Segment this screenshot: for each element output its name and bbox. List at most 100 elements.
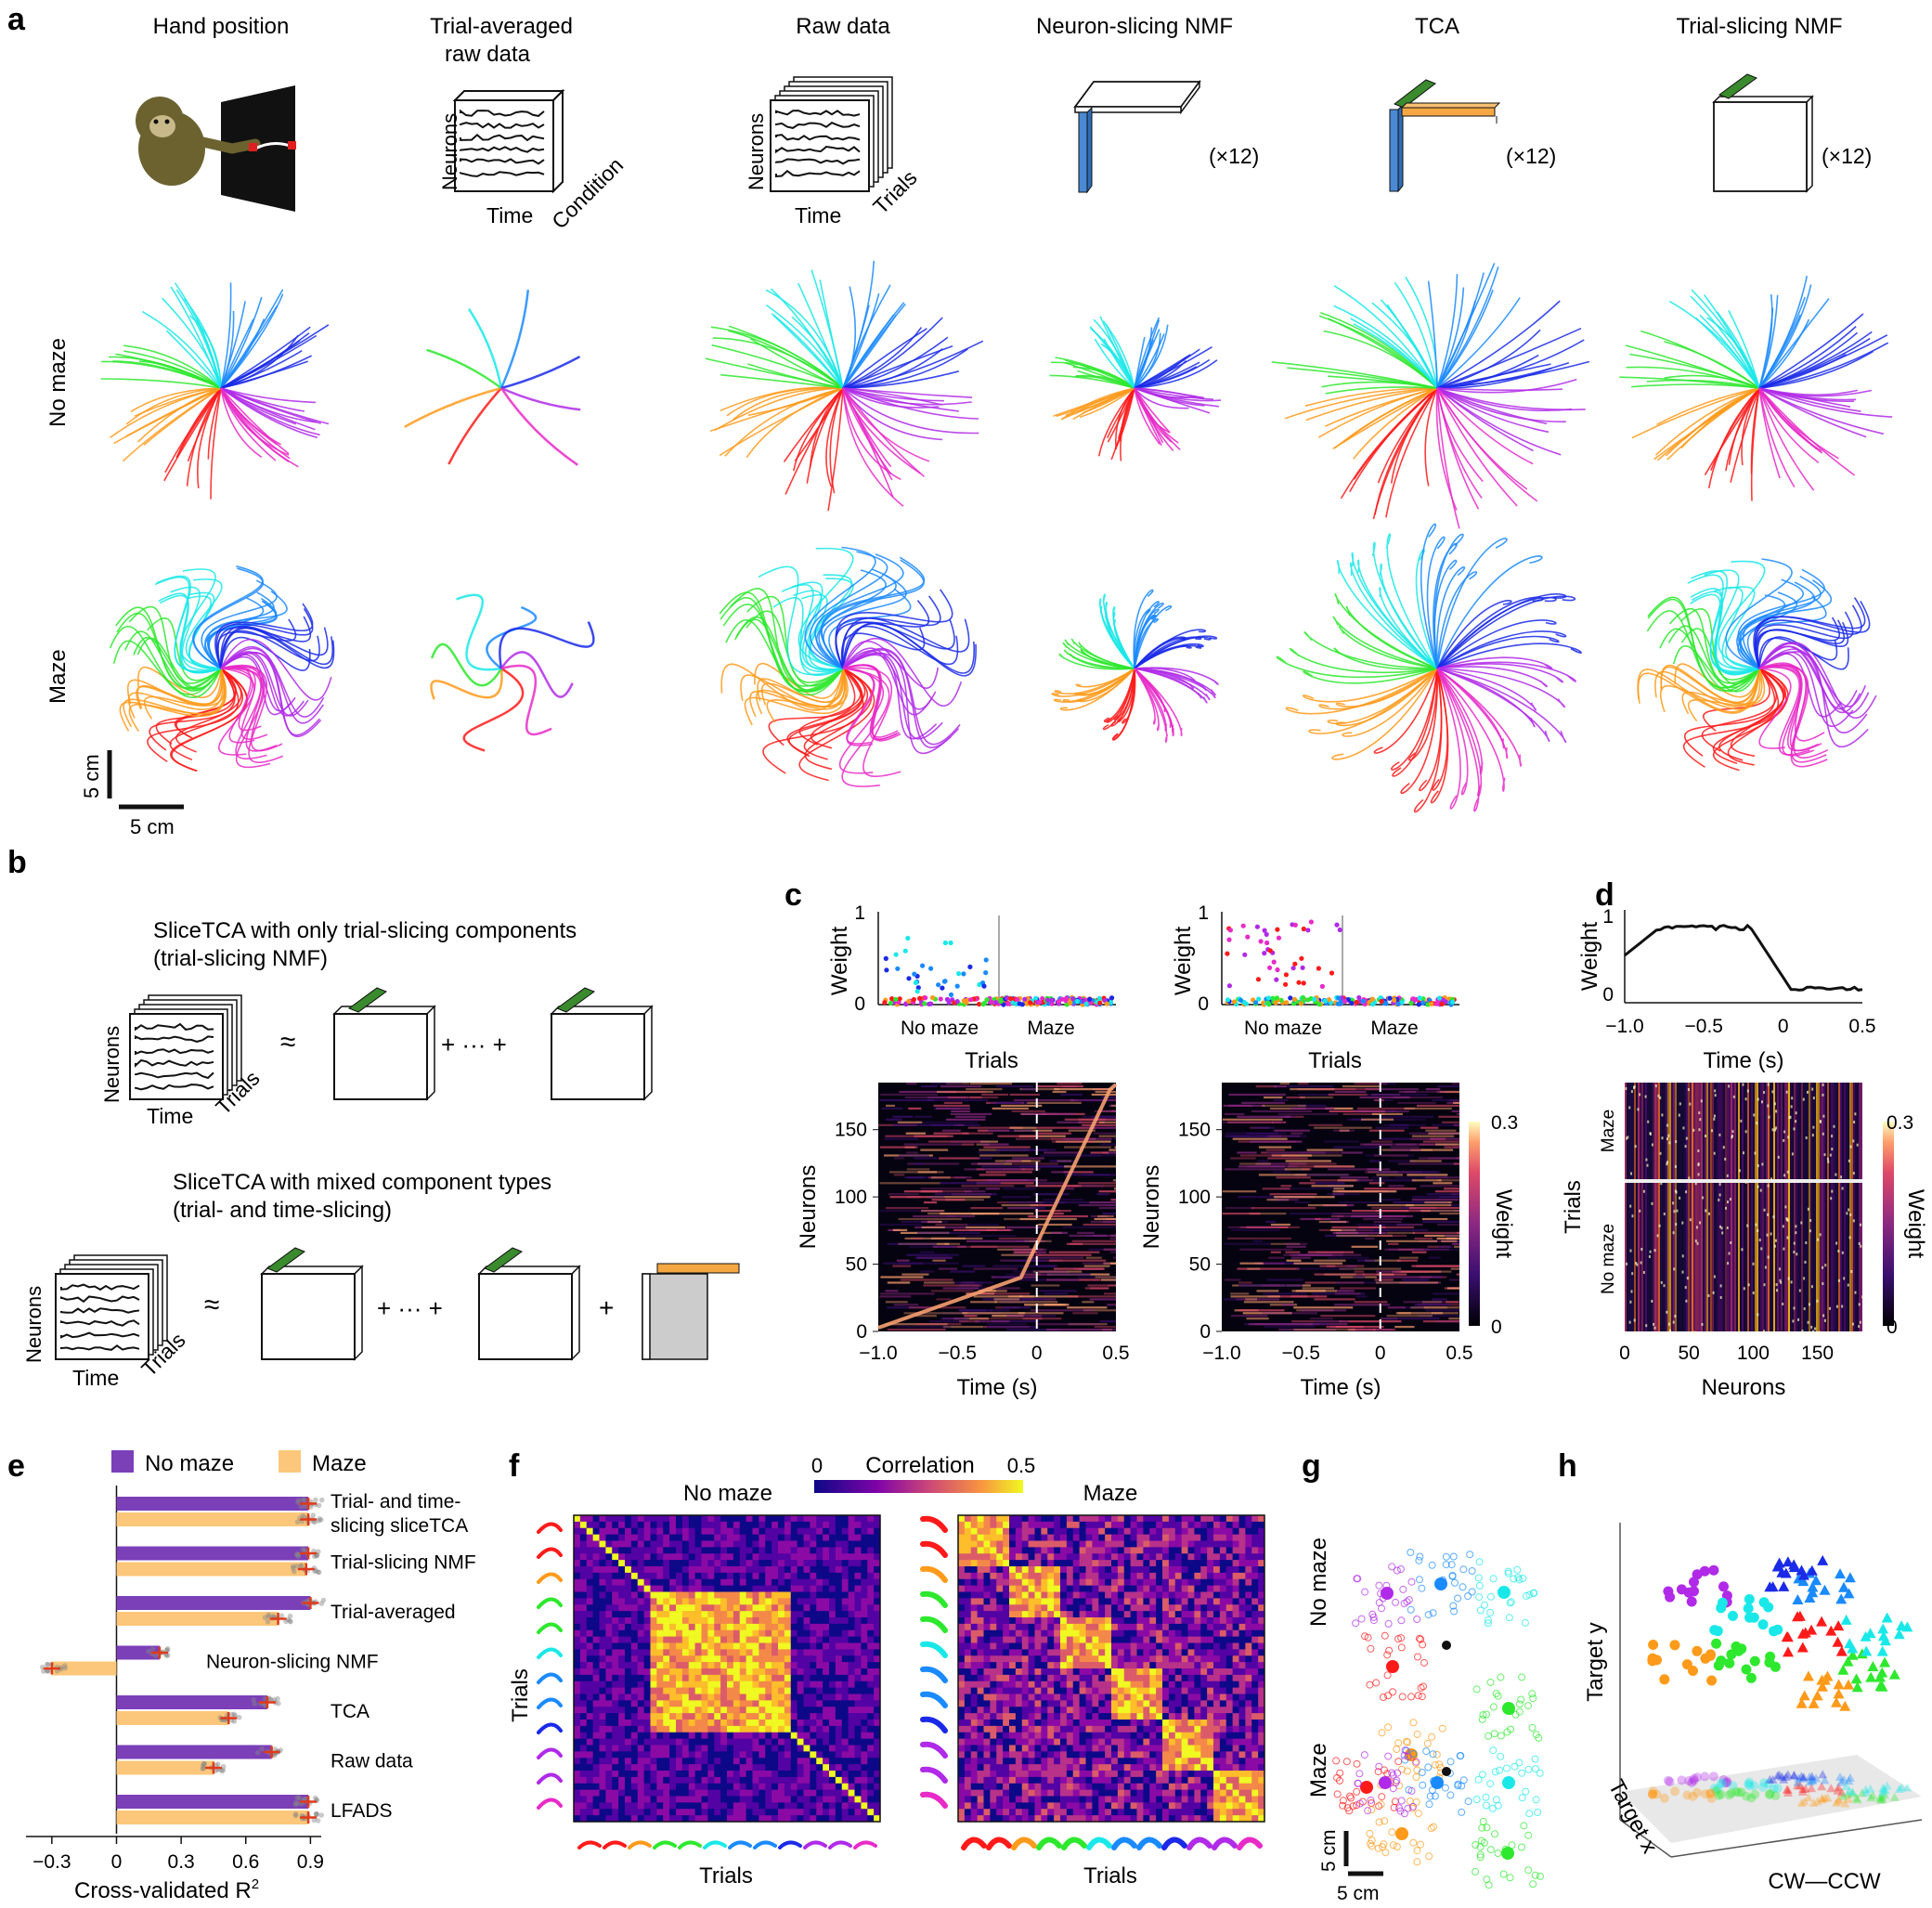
trajectory-3-1 [1051, 589, 1219, 743]
svg-text:0: 0 [1199, 1321, 1211, 1343]
svg-text:−0.5: −0.5 [1282, 1343, 1320, 1364]
trajectory-2-0 [705, 260, 984, 512]
svg-text:0.5: 0.5 [1848, 1016, 1875, 1037]
trajectory-1-0 [404, 289, 581, 466]
e-category-4-0: TCA [331, 1701, 370, 1722]
svg-text:0: 0 [1198, 993, 1209, 1015]
col-title-raw-data: Raw data [796, 14, 890, 39]
svg-text:0.3: 0.3 [1491, 1112, 1518, 1134]
row-label-maze: Maze [45, 649, 71, 704]
svg-text:50: 50 [1679, 1343, 1700, 1364]
b-approx-2: ≈ [204, 1290, 219, 1320]
trajectory-3-0 [1049, 316, 1222, 461]
svg-text:Weight: Weight [827, 927, 852, 996]
svg-text:100: 100 [835, 1187, 867, 1208]
f-colorbar-tick-0: 0 [811, 1454, 823, 1477]
svg-text:Trials: Trials [1308, 1048, 1362, 1073]
monkey-illustration [136, 85, 296, 212]
e-x-tick-2: 0.3 [168, 1851, 195, 1873]
panel-letter-f: f [509, 1448, 520, 1484]
panel-f: 0 Correlation 0.5 No maze Maze Trials Tr… [508, 1453, 1265, 1889]
b-cube1-neurons: Neurons [100, 1026, 123, 1103]
cube-time-label: Time [486, 203, 533, 227]
svg-text:Trials: Trials [1561, 1180, 1586, 1234]
col-title-trial-slicing-nmf: Trial-slicing NMF [1676, 14, 1842, 39]
h-ylabel: Target y [1583, 1622, 1608, 1701]
e-category-2-0: Trial-averaged [331, 1602, 456, 1623]
svg-text:1: 1 [854, 902, 865, 924]
e-bar-0-0 [116, 1497, 309, 1511]
neuron-slicing-icon: (×12) [1073, 79, 1259, 194]
svg-text:0: 0 [1491, 1317, 1502, 1338]
svg-text:0: 0 [1602, 984, 1614, 1006]
raw-cube-time-label: Time [795, 203, 841, 227]
panel-letter-h: h [1558, 1448, 1577, 1484]
svg-text:0.5: 0.5 [1446, 1343, 1472, 1364]
svg-text:0: 0 [1031, 1343, 1043, 1364]
multiplier-trial: (×12) [1822, 144, 1872, 168]
trajectory-0-1 [109, 565, 335, 772]
svg-text:Trials: Trials [965, 1048, 1018, 1073]
svg-text:Time (s): Time (s) [1703, 1048, 1783, 1073]
svg-text:0: 0 [1778, 1016, 1789, 1037]
e-bar-3-0 [116, 1645, 160, 1660]
trajectory-1-1 [430, 593, 595, 752]
svg-text:0: 0 [1375, 1343, 1386, 1364]
panel-letter-c: c [784, 877, 802, 913]
panel-letter-a: a [7, 2, 26, 37]
tca-icon: (×12) [1389, 79, 1556, 193]
col-title-hand-position: Hand position [153, 14, 290, 39]
e-bar-1-1 [116, 1562, 306, 1577]
svg-text:Weight: Weight [1491, 1189, 1516, 1259]
e-bar-5-0 [116, 1745, 272, 1759]
svg-text:150: 150 [1178, 1120, 1211, 1141]
f-title-maze: Maze [1083, 1481, 1138, 1506]
multiplier-neuron: (×12) [1209, 144, 1259, 168]
b-cube1-time: Time [147, 1104, 193, 1128]
svg-text:Weight: Weight [1577, 922, 1602, 992]
e-category-1-0: Trial-slicing NMF [331, 1552, 476, 1574]
panel-letter-d: d [1595, 877, 1614, 913]
e-bar-2-1 [116, 1612, 279, 1626]
e-x-tick-1: 0 [111, 1851, 123, 1873]
svg-text:1: 1 [1602, 906, 1614, 928]
h-zlabel: CW—CCW [1768, 1869, 1881, 1894]
e-category-0-0: Trial- and time- [331, 1491, 460, 1512]
svg-text:150: 150 [1801, 1343, 1834, 1364]
svg-text:Weight: Weight [1903, 1189, 1928, 1259]
panel-a: Hand position Trial-averaged raw data Ra… [45, 14, 1893, 838]
raw-cube-neurons-label: Neurons [745, 113, 768, 190]
b-cube2-time: Time [72, 1366, 119, 1390]
svg-text:Maze: Maze [1027, 1018, 1074, 1039]
svg-text:−1.0: −1.0 [859, 1343, 897, 1364]
svg-text:Neurons: Neurons [1702, 1375, 1786, 1400]
e-bar-2-0 [116, 1596, 311, 1610]
svg-text:No maze: No maze [1244, 1018, 1322, 1039]
panel-letter-e: e [7, 1448, 25, 1484]
svg-text:−1.0: −1.0 [1202, 1343, 1240, 1364]
trajectory-plots [100, 260, 1893, 812]
scale-label-horizontal: 5 cm [130, 815, 175, 838]
f-xlabel-left: Trials [699, 1863, 753, 1889]
svg-text:Neurons: Neurons [796, 1165, 821, 1250]
col-title-trial-averaged-1: Trial-averaged [430, 14, 573, 39]
svg-text:−0.5: −0.5 [939, 1343, 977, 1364]
g-row-no-maze: No maze [1306, 1538, 1331, 1627]
trajectory-5-0 [1619, 276, 1893, 501]
f-colorbar-title: Correlation [865, 1453, 974, 1478]
svg-text:Time (s): Time (s) [956, 1375, 1037, 1400]
trajectory-4-0 [1271, 263, 1590, 529]
g-row-maze: Maze [1306, 1743, 1331, 1798]
e-xlabel: Cross-validated R2 [74, 1876, 259, 1903]
svg-text:Maze: Maze [1370, 1018, 1418, 1039]
svg-text:Maze: Maze [1599, 1110, 1618, 1152]
f-ylabel: Trials [508, 1668, 533, 1722]
b-line1: SliceTCA with only trial-slicing compone… [153, 918, 577, 943]
g-scale-label-h: 5 cm [1337, 1883, 1380, 1904]
e-x-tick-4: 0.9 [297, 1851, 324, 1873]
e-bar-4-0 [116, 1695, 267, 1709]
e-bar-6-0 [116, 1795, 309, 1809]
b-cube2-neurons: Neurons [22, 1286, 45, 1363]
